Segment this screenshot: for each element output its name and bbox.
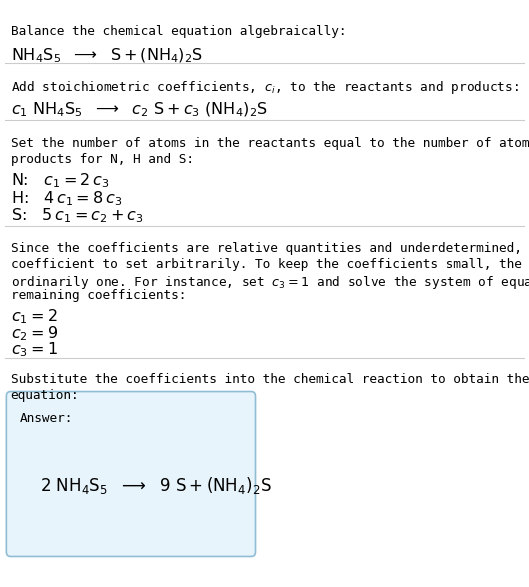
Text: $c_2 = 9$: $c_2 = 9$ (11, 324, 58, 343)
FancyBboxPatch shape (6, 392, 256, 556)
Text: $\mathrm{NH_4S_5}$  $\longrightarrow$  $\mathrm{S + (NH_4)_2S}$: $\mathrm{NH_4S_5}$ $\longrightarrow$ $\m… (11, 47, 203, 65)
Text: equation:: equation: (11, 389, 79, 402)
Text: $c_1 = 2$: $c_1 = 2$ (11, 308, 57, 326)
Text: Answer:: Answer: (20, 412, 74, 425)
Text: coefficient to set arbitrarily. To keep the coefficients small, the arbitrary va: coefficient to set arbitrarily. To keep … (11, 258, 529, 271)
Text: ordinarily one. For instance, set $c_3 = 1$ and solve the system of equations fo: ordinarily one. For instance, set $c_3 =… (11, 274, 529, 291)
Text: $2\ \mathrm{NH_4S_5}$  $\longrightarrow$  $9\ \mathrm{S + (NH_4)_2S}$: $2\ \mathrm{NH_4S_5}$ $\longrightarrow$ … (40, 475, 271, 497)
Text: products for N, H and S:: products for N, H and S: (11, 153, 194, 166)
Text: Balance the chemical equation algebraically:: Balance the chemical equation algebraica… (11, 25, 346, 38)
Text: S:   $5\,c_1 = c_2 + c_3$: S: $5\,c_1 = c_2 + c_3$ (11, 207, 143, 225)
Text: H:   $4\,c_1 = 8\,c_3$: H: $4\,c_1 = 8\,c_3$ (11, 189, 122, 208)
Text: Add stoichiometric coefficients, $c_i$, to the reactants and products:: Add stoichiometric coefficients, $c_i$, … (11, 79, 518, 96)
Text: $c_3 = 1$: $c_3 = 1$ (11, 340, 57, 359)
Text: Substitute the coefficients into the chemical reaction to obtain the balanced: Substitute the coefficients into the che… (11, 373, 529, 386)
Text: remaining coefficients:: remaining coefficients: (11, 289, 186, 302)
Text: $c_1\ \mathrm{NH_4S_5}$  $\longrightarrow$  $c_2\ \mathrm{S} + c_3\ \mathrm{(NH_: $c_1\ \mathrm{NH_4S_5}$ $\longrightarrow… (11, 101, 268, 119)
Text: N:   $c_1 = 2\,c_3$: N: $c_1 = 2\,c_3$ (11, 171, 109, 190)
Text: Since the coefficients are relative quantities and underdetermined, choose a: Since the coefficients are relative quan… (11, 242, 529, 255)
Text: Set the number of atoms in the reactants equal to the number of atoms in the: Set the number of atoms in the reactants… (11, 137, 529, 150)
